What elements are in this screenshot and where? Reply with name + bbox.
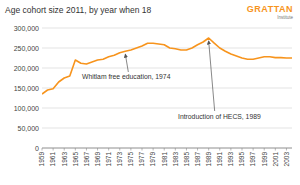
x-tick-label: 1965 <box>72 152 79 167</box>
chart: Age cohort size 2011, by year when 18 GRA… <box>0 0 300 185</box>
annotation: Introduction of HECS, 1989 <box>178 113 261 120</box>
grid-line <box>42 128 292 129</box>
x-tick <box>53 148 54 151</box>
x-tick <box>208 148 209 151</box>
logo-title: GRATTAN <box>247 4 293 14</box>
grid-line <box>42 88 292 89</box>
x-tick <box>75 148 76 151</box>
x-tick-label: 1995 <box>238 152 245 167</box>
x-tick-label: 1981 <box>161 152 168 167</box>
x-tick-label: 1983 <box>172 152 179 167</box>
x-tick <box>108 148 109 151</box>
y-tick-label: 150,000 <box>14 85 39 92</box>
x-tick <box>175 148 176 151</box>
x-tick <box>253 148 254 151</box>
x-tick <box>219 148 220 151</box>
x-tick <box>153 148 154 151</box>
x-tick-label: 2003 <box>283 152 290 167</box>
x-tick <box>42 148 43 151</box>
x-tick-label: 1967 <box>83 152 90 167</box>
x-tick-label: 1977 <box>138 152 145 167</box>
x-tick-label: 1991 <box>216 152 223 167</box>
x-tick <box>242 148 243 151</box>
y-tick-label: 200,000 <box>14 65 39 72</box>
grid-line <box>42 28 292 29</box>
x-tick-label: 1997 <box>249 152 256 167</box>
x-tick-label: 1979 <box>149 152 156 167</box>
series-line <box>42 38 292 94</box>
x-tick <box>264 148 265 151</box>
grid-line <box>42 108 292 109</box>
x-tick-label: 1959 <box>38 152 45 167</box>
x-tick-label: 1993 <box>227 152 234 167</box>
x-tick-label: 1975 <box>127 152 134 167</box>
annotation: Whitlam free education, 1974 <box>82 73 171 80</box>
x-tick <box>186 148 187 151</box>
x-tick-label: 1973 <box>116 152 123 167</box>
x-tick <box>230 148 231 151</box>
x-tick-label: 1963 <box>61 152 68 167</box>
x-axis <box>42 148 292 149</box>
y-tick-label: 300,000 <box>14 25 39 32</box>
x-tick-label: 1971 <box>105 152 112 167</box>
x-tick <box>86 148 87 151</box>
x-tick <box>130 148 131 151</box>
y-tick-label: 0 <box>35 145 39 152</box>
x-tick-label: 1961 <box>49 152 56 167</box>
y-tick-label: 100,000 <box>14 105 39 112</box>
x-tick <box>275 148 276 151</box>
x-tick <box>119 148 120 151</box>
x-tick <box>164 148 165 151</box>
plot-area <box>42 38 292 94</box>
logo-subtitle: Institute <box>277 15 293 20</box>
grid-line <box>42 48 292 49</box>
x-tick-label: 1985 <box>183 152 190 167</box>
x-tick-label: 2001 <box>272 152 279 167</box>
x-tick-label: 1989 <box>205 152 212 167</box>
x-tick-label: 1969 <box>94 152 101 167</box>
x-tick-label: 1999 <box>261 152 268 167</box>
x-tick <box>64 148 65 151</box>
x-tick <box>97 148 98 151</box>
annotation-arrow <box>125 54 128 72</box>
x-tick <box>142 148 143 151</box>
grid-line <box>42 148 292 149</box>
annotation-arrow <box>209 41 215 111</box>
x-tick <box>197 148 198 151</box>
x-tick <box>286 148 287 151</box>
title: Age cohort size 2011, by year when 18 <box>5 5 152 15</box>
x-tick-label: 1987 <box>194 152 201 167</box>
grid-line <box>42 68 292 69</box>
y-tick-label: 250,000 <box>14 45 39 52</box>
y-tick-label: 50,000 <box>18 125 40 132</box>
